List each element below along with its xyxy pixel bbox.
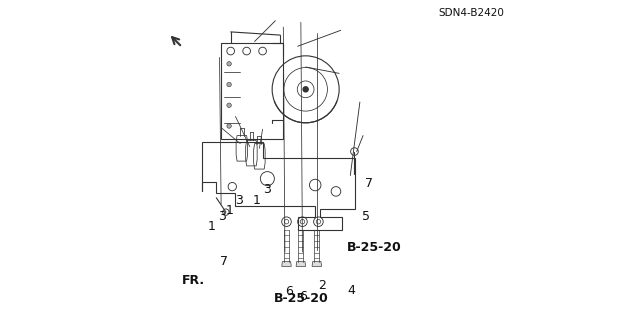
- Text: B-25-20: B-25-20: [347, 241, 402, 254]
- Circle shape: [227, 62, 231, 66]
- Text: 1: 1: [226, 204, 234, 217]
- Text: SDN4-B2420: SDN4-B2420: [438, 8, 504, 18]
- Polygon shape: [296, 262, 306, 266]
- Circle shape: [227, 103, 231, 108]
- Text: 2: 2: [319, 279, 326, 292]
- Text: B-25-20: B-25-20: [274, 292, 328, 305]
- Text: 4: 4: [347, 284, 355, 297]
- Circle shape: [227, 124, 231, 128]
- Text: FR.: FR.: [182, 274, 205, 287]
- Text: 3: 3: [236, 195, 243, 207]
- Text: 7: 7: [220, 255, 227, 268]
- Polygon shape: [312, 262, 321, 266]
- Text: 3: 3: [262, 183, 271, 196]
- Circle shape: [227, 82, 231, 87]
- Text: 3: 3: [218, 211, 226, 223]
- Text: 6: 6: [300, 290, 307, 303]
- Text: 1: 1: [208, 220, 216, 233]
- Text: 1: 1: [253, 195, 261, 207]
- Text: 7: 7: [365, 177, 372, 190]
- Text: 6: 6: [285, 286, 292, 298]
- Text: 5: 5: [362, 211, 370, 223]
- Polygon shape: [282, 262, 291, 266]
- Circle shape: [303, 87, 308, 92]
